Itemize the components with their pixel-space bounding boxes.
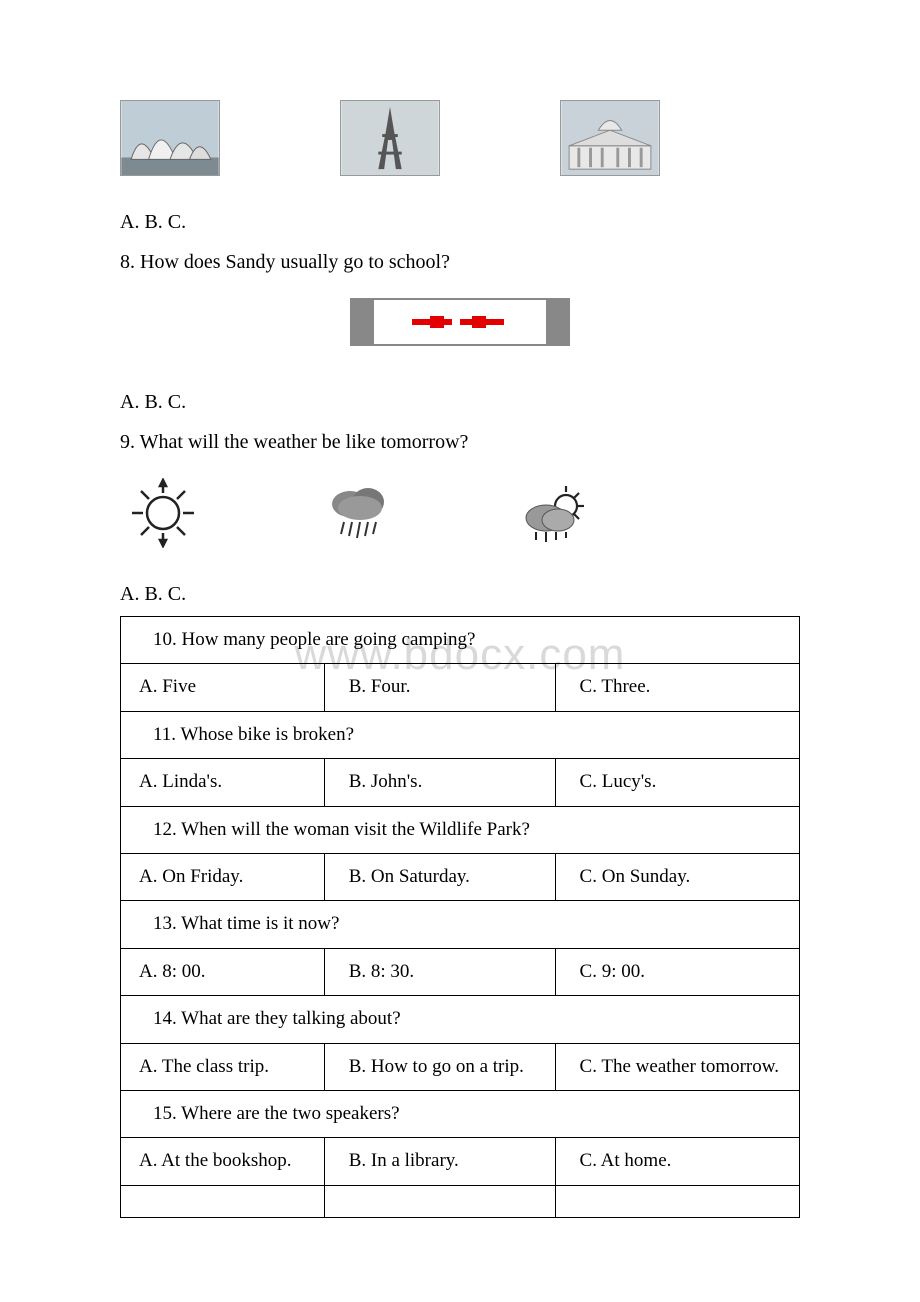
q7-choices: A. B. C.: [120, 206, 800, 238]
weather-partly-cloudy-icon: [512, 478, 598, 548]
q14-text: 14. What are they talking about?: [121, 996, 800, 1043]
landmark-sydney-image: [120, 100, 220, 176]
q15-c: C. At home.: [555, 1138, 799, 1185]
weather-image-row: [120, 478, 800, 548]
landmark-image-row: [120, 100, 800, 176]
landmark-capitol-image: [560, 100, 660, 176]
q15-text: 15. Where are the two speakers?: [121, 1090, 800, 1137]
q13-c: C. 9: 00.: [555, 948, 799, 995]
q14-b: B. How to go on a trip.: [324, 1043, 555, 1090]
q8-text: 8. How does Sandy usually go to school?: [120, 246, 800, 278]
q14-a: A. The class trip.: [121, 1043, 325, 1090]
q10-c: C. Three.: [555, 664, 799, 711]
q14-c: C. The weather tomorrow.: [555, 1043, 799, 1090]
blank-cell: [555, 1185, 799, 1217]
blank-cell: [324, 1185, 555, 1217]
q12-c: C. On Sunday.: [555, 853, 799, 900]
q9-choices: A. B. C.: [120, 578, 800, 610]
q11-a: A. Linda's.: [121, 759, 325, 806]
q13-b: B. 8: 30.: [324, 948, 555, 995]
q12-b: B. On Saturday.: [324, 853, 555, 900]
q11-b: B. John's.: [324, 759, 555, 806]
q8-choices: A. B. C.: [120, 386, 800, 418]
q15-a: A. At the bookshop.: [121, 1138, 325, 1185]
q11-c: C. Lucy's.: [555, 759, 799, 806]
q10-b: B. Four.: [324, 664, 555, 711]
q15-b: B. In a library.: [324, 1138, 555, 1185]
transport-image: [350, 298, 570, 346]
weather-sunny-icon: [120, 478, 206, 548]
landmark-eiffel-image: [340, 100, 440, 176]
blank-cell: [121, 1185, 325, 1217]
q10-a: A. Five: [121, 664, 325, 711]
q10-text: 10. How many people are going camping?: [121, 617, 800, 664]
q12-a: A. On Friday.: [121, 853, 325, 900]
q9-text: 9. What will the weather be like tomorro…: [120, 426, 800, 458]
questions-table: 10. How many people are going camping? A…: [120, 616, 800, 1218]
q11-text: 11. Whose bike is broken?: [121, 711, 800, 758]
weather-rainy-icon: [316, 478, 402, 548]
transport-image-row: [120, 298, 800, 346]
q13-text: 13. What time is it now?: [121, 901, 800, 948]
q12-text: 12. When will the woman visit the Wildli…: [121, 806, 800, 853]
q13-a: A. 8: 00.: [121, 948, 325, 995]
